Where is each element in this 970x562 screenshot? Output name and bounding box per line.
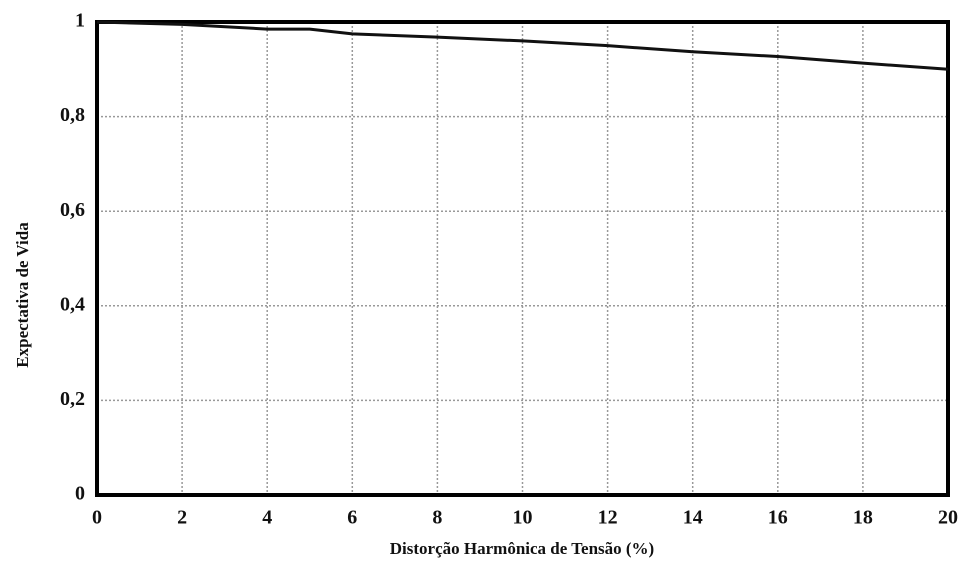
x-tick-label: 6 (347, 507, 357, 529)
y-tick-label: 0,6 (60, 199, 85, 221)
plot-border (95, 20, 950, 497)
y-tick-label: 0,8 (60, 104, 85, 126)
data-line (96, 20, 949, 71)
x-tick-label: 8 (432, 507, 442, 529)
x-tick-label: 20 (938, 507, 958, 529)
y-tick-label: 1 (75, 10, 85, 32)
x-tick-label: 18 (853, 507, 873, 529)
x-tick-label: 12 (598, 507, 618, 529)
y-tick-label: 0,4 (60, 293, 85, 315)
x-tick-label: 16 (768, 507, 788, 529)
y-tick-label: 0,2 (60, 388, 85, 410)
y-tick-label: 0 (75, 483, 85, 505)
x-tick-label: 2 (177, 507, 187, 529)
x-axis-title: Distorção Harmônica de Tensão (%) (390, 539, 654, 558)
x-tick-label: 14 (683, 507, 703, 529)
x-tick-label: 10 (513, 507, 533, 529)
x-tick-label: 0 (92, 507, 102, 529)
y-axis-title: Expectativa de Vida (13, 222, 32, 368)
x-tick-label: 4 (262, 507, 272, 529)
